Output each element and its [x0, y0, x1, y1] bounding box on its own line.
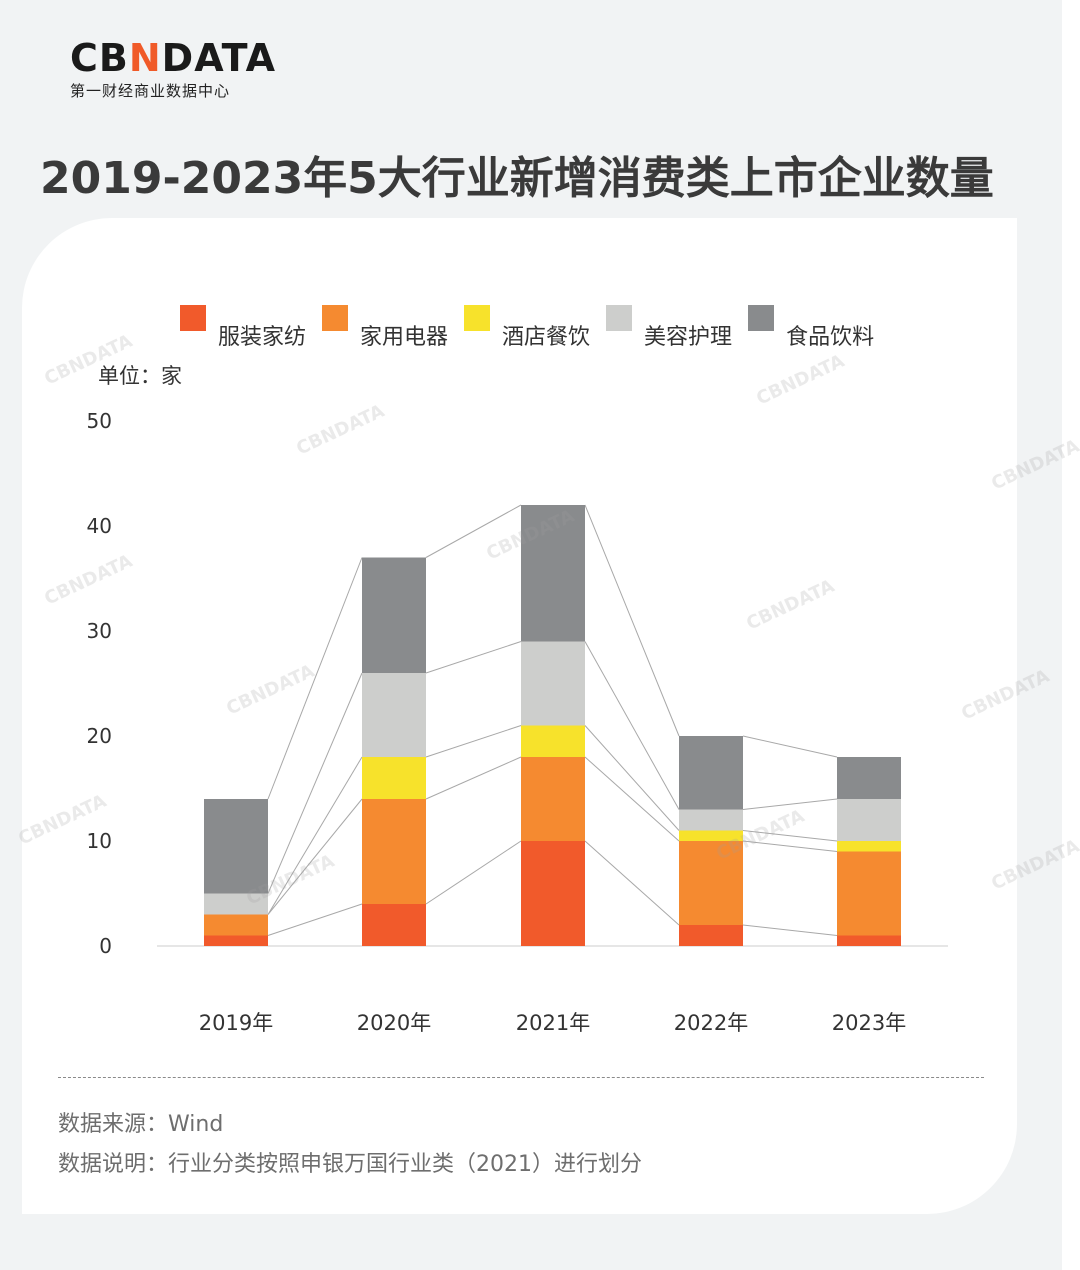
connector-line	[267, 756, 363, 915]
legend-swatch	[748, 305, 775, 331]
y-tick-label: 50	[87, 409, 112, 433]
watermark: CBNDATA	[988, 836, 1080, 895]
bar-segment	[204, 935, 268, 946]
legend-item: 美容护理	[606, 303, 732, 351]
connector-line	[425, 756, 522, 800]
page-title: 2019-2023年5大行业新增消费类上市企业数量	[40, 153, 994, 204]
bar-segment	[204, 799, 268, 894]
connector-line	[267, 903, 363, 936]
connector-line	[584, 725, 680, 831]
legend-item: 服装家纺	[180, 303, 306, 351]
y-tick-label: 30	[87, 619, 112, 643]
bar-segment	[204, 893, 268, 915]
connector-line	[267, 672, 363, 894]
bar-segment	[679, 809, 743, 831]
connector-line	[584, 504, 680, 737]
watermark: CBNDATA	[293, 401, 387, 460]
connector-line	[425, 840, 522, 905]
watermark: CBNDATA	[41, 331, 135, 390]
connector-line	[742, 735, 838, 758]
connector-line	[742, 840, 838, 852]
data-source: 数据来源：Wind	[58, 1112, 224, 1137]
x-tick-label: 2021年	[516, 1011, 590, 1035]
unit-label: 单位：家	[98, 364, 182, 388]
connector-line	[267, 557, 363, 800]
legend-label: 酒店餐饮	[502, 325, 591, 350]
connector-line	[425, 725, 522, 758]
bar-segment	[362, 673, 426, 757]
bar-segment	[521, 505, 585, 642]
connector-line	[742, 830, 838, 842]
bar-segment	[837, 757, 901, 799]
bar-segment	[362, 757, 426, 799]
bar-segment	[837, 799, 901, 841]
watermark: CBNDATA	[988, 436, 1080, 495]
connector-line	[267, 798, 363, 915]
bar-segment	[521, 841, 585, 946]
x-tick-label: 2020年	[357, 1011, 431, 1035]
connector-line	[584, 840, 680, 926]
chart-legend: 服装家纺 家用电器 酒店餐饮 美容护理 食品饮料	[180, 303, 890, 351]
bar-segment	[521, 725, 585, 757]
bar-segment	[362, 557, 426, 673]
y-tick-label: 10	[87, 829, 112, 853]
connector-line	[425, 641, 522, 674]
bar-segment	[521, 641, 585, 726]
bar-segment	[679, 736, 743, 810]
bar-segment	[679, 925, 743, 946]
legend-label: 服装家纺	[218, 325, 307, 350]
legend-swatch	[180, 305, 206, 331]
bar-segment	[679, 830, 743, 841]
y-tick-label: 0	[99, 934, 112, 958]
bar-segment	[679, 841, 743, 925]
bar-segment	[837, 935, 901, 946]
legend-item: 食品饮料	[748, 303, 874, 351]
x-tick-label: 2023年	[832, 1011, 906, 1035]
watermark: CBNDATA	[753, 351, 847, 410]
bar-segment	[204, 914, 268, 936]
connector-line	[742, 798, 838, 810]
connector-line	[425, 504, 522, 558]
legend-swatch	[322, 305, 349, 331]
legend-item: 家用电器	[322, 303, 448, 351]
right-edge-strip	[1062, 0, 1080, 1270]
bar-segment	[362, 799, 426, 904]
chart-card	[22, 218, 1017, 1214]
connector-line	[584, 756, 680, 842]
data-note: 数据说明：行业分类按照申银万国行业类（2021）进行划分	[58, 1152, 642, 1177]
x-tick-label: 2022年	[674, 1011, 748, 1035]
legend-label: 美容护理	[644, 325, 733, 350]
x-tick-label: 2019年	[199, 1011, 273, 1035]
connector-line	[584, 641, 680, 810]
legend-label: 食品饮料	[786, 325, 875, 350]
watermark: CBNDATA	[41, 551, 135, 610]
logo-wordmark: CBNDATA	[70, 36, 277, 80]
footer-divider	[58, 1077, 984, 1078]
legend-label: 家用电器	[360, 325, 449, 350]
legend-swatch	[606, 305, 633, 331]
bar-segment	[362, 904, 426, 946]
brand-logo: CBNDATA 第一财经商业数据中心	[70, 38, 276, 101]
y-tick-label: 40	[87, 514, 112, 538]
watermark: CBNDATA	[958, 666, 1052, 725]
watermark: CBNDATA	[223, 661, 317, 720]
watermark: CBNDATA	[743, 576, 837, 635]
bar-segment	[837, 841, 901, 852]
bar-segment	[521, 757, 585, 841]
legend-item: 酒店餐饮	[464, 303, 590, 351]
connector-line	[742, 924, 838, 936]
legend-swatch	[464, 305, 491, 331]
bar-segment	[837, 851, 901, 936]
y-tick-label: 20	[87, 724, 112, 748]
logo-tagline: 第一财经商业数据中心	[70, 82, 231, 100]
